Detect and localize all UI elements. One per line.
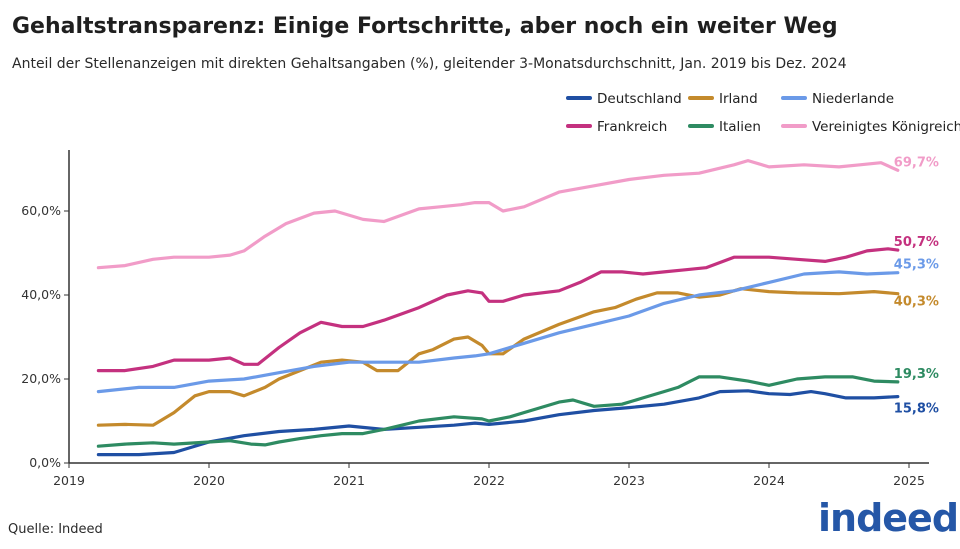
x-tick-label: 2019	[53, 473, 85, 488]
chart-title: Gehaltstransparenz: Einige Fortschritte,…	[12, 14, 838, 39]
y-tick-label: 20,0%	[21, 371, 61, 386]
end-label-irland: 40,3%	[894, 295, 939, 310]
legend-label: Niederlande	[812, 91, 894, 107]
x-tick-label: 2021	[333, 473, 365, 488]
legend-label: Vereinigtes Königreich	[812, 119, 960, 135]
end-label-italien: 19,3%	[894, 367, 939, 382]
x-tick-label: 2020	[193, 473, 225, 488]
chart-subtitle: Anteil der Stellenanzeigen mit direkten …	[12, 56, 847, 72]
series-line-frankreich	[96, 247, 900, 373]
y-tick-label: 40,0%	[21, 287, 61, 302]
legend-label: Frankreich	[597, 119, 667, 135]
legend: Deutschland Irland Niederlande Frankreich It…	[566, 91, 960, 135]
source-note: Quelle: Indeed	[8, 522, 103, 537]
x-tick-label: 2023	[613, 473, 645, 488]
series-line-italien	[96, 375, 900, 448]
x-tick-label: 2025	[893, 473, 925, 488]
end-labels: 15,8% 40,3% 45,3% 50,7% 19,3% 69,7%	[894, 155, 939, 416]
series-line-vereinigtes-k-nigreich	[96, 159, 900, 270]
x-tick-label: 2024	[753, 473, 785, 488]
series-line-deutschland	[96, 389, 900, 457]
y-tick-label: 0,0%	[29, 455, 61, 470]
end-label-frankreich: 50,7%	[894, 235, 939, 250]
end-label-niederlande: 45,3%	[894, 258, 939, 273]
end-label-deutschland: 15,8%	[894, 402, 939, 417]
legend-label: Deutschland	[597, 91, 682, 107]
axes: 0,0% 20,0% 40,0% 60,0% 2019 2020 2021 2022 2023 2…	[21, 150, 929, 488]
x-tick-label: 2022	[473, 473, 505, 488]
series-line-niederlande	[96, 270, 900, 394]
indeed-logo: indeed	[818, 496, 959, 540]
y-tick-label: 60,0%	[21, 203, 61, 218]
end-label-vereinigtes-k-nigreich: 69,7%	[894, 155, 939, 170]
series-lines	[96, 159, 900, 457]
series-line-irland	[96, 287, 900, 427]
legend-label: Italien	[719, 119, 761, 135]
legend-label: Irland	[719, 91, 758, 107]
